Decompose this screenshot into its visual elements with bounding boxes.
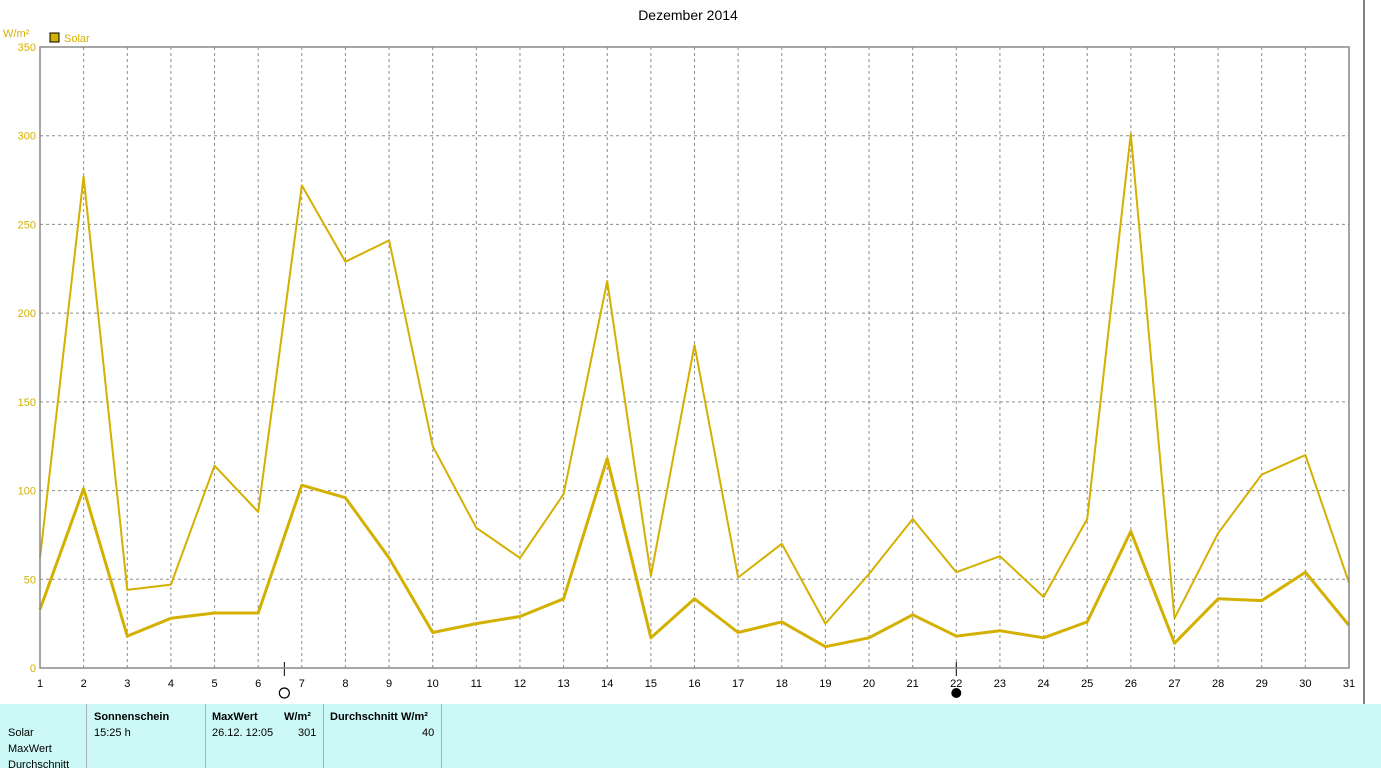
durchschnitt-column: Durchschnitt W/m² 40	[324, 704, 442, 768]
x-tick-label: 7	[299, 678, 305, 690]
x-tick-label: 29	[1256, 678, 1268, 690]
chart-title: Dezember 2014	[638, 7, 738, 23]
new-moon-icon	[952, 689, 961, 698]
x-tick-label: 15	[645, 678, 657, 690]
chart-area: Dezember 2014 W/m² Solar 050100150200250…	[0, 0, 1381, 704]
legend-swatch	[50, 33, 59, 42]
y-tick-label: 0	[30, 663, 36, 675]
x-tick-label: 25	[1081, 678, 1093, 690]
maxwert-date: 26.12. 12:05	[212, 727, 273, 739]
row-label-maxwert: MaxWert	[8, 743, 52, 755]
x-tick-label: 5	[211, 678, 217, 690]
x-tick-label: 21	[907, 678, 919, 690]
x-tick-label: 8	[342, 678, 348, 690]
x-tick-label: 16	[688, 678, 700, 690]
x-tick-label: 23	[994, 678, 1006, 690]
x-tick-label: 6	[255, 678, 261, 690]
x-tick-label: 24	[1037, 678, 1049, 690]
sonnenschein-value: 15:25 h	[94, 727, 131, 739]
x-tick-label: 10	[427, 678, 439, 690]
durchschnitt-unit: W/m²	[401, 711, 428, 723]
x-tick-label: 31	[1343, 678, 1355, 690]
x-tick-label: 14	[601, 678, 613, 690]
x-tick-label: 30	[1299, 678, 1311, 690]
maxwert-value: 301	[298, 727, 316, 739]
row-label-column: Solar MaxWert Durchschnitt	[0, 704, 87, 768]
statistics-panel: Solar MaxWert Durchschnitt Sonnenschein …	[0, 704, 1381, 768]
x-tick-label: 19	[819, 678, 831, 690]
x-tick-label: 28	[1212, 678, 1224, 690]
y-tick-label: 350	[18, 42, 36, 54]
durchschnitt-value: 40	[422, 727, 434, 739]
maxwert-unit: W/m²	[284, 711, 311, 723]
maxwert-column: MaxWert W/m² 26.12. 12:05 301	[206, 704, 324, 768]
x-tick-label: 1	[37, 678, 43, 690]
sonnenschein-header: Sonnenschein	[94, 711, 169, 723]
y-tick-label: 150	[18, 397, 36, 409]
y-axis: 0 50 100 150 200 250 300 350	[18, 42, 36, 675]
y-axis-unit: W/m²	[3, 28, 30, 40]
x-tick-label: 11	[471, 678, 482, 690]
x-tick-label: 12	[514, 678, 526, 690]
legend-label: Solar	[64, 33, 90, 45]
x-tick-label: 18	[776, 678, 788, 690]
x-tick-label: 13	[557, 678, 569, 690]
durchschnitt-header: Durchschnitt	[330, 711, 398, 723]
x-tick-label: 4	[168, 678, 174, 690]
y-tick-label: 200	[18, 308, 36, 320]
row-label-solar: Solar	[8, 727, 34, 739]
y-tick-label: 300	[18, 131, 36, 143]
y-tick-label: 50	[24, 574, 36, 586]
x-tick-label: 27	[1168, 678, 1180, 690]
y-tick-label: 250	[18, 219, 36, 231]
plot-frame	[40, 47, 1349, 668]
x-tick-label: 9	[386, 678, 392, 690]
x-tick-label: 20	[863, 678, 875, 690]
full-moon-icon	[279, 688, 289, 698]
y-tick-label: 100	[18, 486, 36, 498]
x-tick-label: 2	[81, 678, 87, 690]
sonnenschein-column: Sonnenschein 15:25 h	[87, 704, 206, 768]
x-tick-label: 26	[1125, 678, 1137, 690]
x-tick-label: 17	[732, 678, 744, 690]
grid	[40, 47, 1349, 668]
row-label-durchschnitt: Durchschnitt	[8, 759, 69, 771]
x-tick-label: 3	[124, 678, 130, 690]
maxwert-header: MaxWert	[212, 711, 258, 723]
